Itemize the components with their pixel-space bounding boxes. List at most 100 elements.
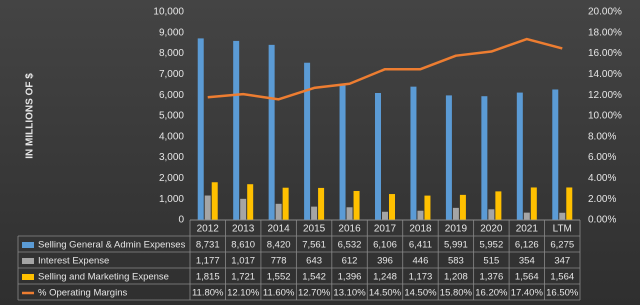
bar [282, 187, 289, 220]
line [207, 37, 563, 101]
bar [424, 195, 431, 220]
table-value: 1,017 [231, 256, 255, 267]
table-value: 1,248 [373, 272, 397, 283]
y2-tick-label: 14.00% [588, 69, 622, 80]
bar [459, 194, 466, 220]
y2-tick-label: 8.00% [588, 131, 616, 142]
x-tick-label: 2021 [516, 224, 539, 235]
table-value: 1,542 [302, 272, 326, 283]
table-value: 14.50% [369, 288, 402, 299]
y2-tick-label: 20.00% [588, 7, 622, 18]
bar [204, 195, 211, 220]
bar [247, 184, 254, 220]
bar [481, 96, 488, 220]
bar [233, 40, 240, 220]
table-value: 1,376 [479, 272, 503, 283]
x-tick-label: 2013 [232, 224, 255, 235]
table-value: 5,991 [444, 240, 468, 251]
legend-label: Interest Expense [38, 256, 109, 267]
table-value: 17.40% [511, 288, 544, 299]
bar [552, 89, 559, 220]
y-tick-label: 7,000 [159, 69, 184, 80]
legend-label: Selling General & Admin Expenses [38, 240, 186, 251]
x-tick-label: 2019 [445, 224, 468, 235]
table-value: 8,731 [196, 240, 220, 251]
bar [268, 44, 275, 220]
legend-label: Selling and Marketing Expense [38, 272, 169, 283]
bar [488, 209, 495, 220]
y2-tick-label: 10.00% [588, 111, 622, 122]
y2-tick-label: 2.00% [588, 194, 616, 205]
x-tick-label: LTM [553, 224, 572, 235]
bar [339, 84, 346, 220]
y2-tick-label: 0.00% [588, 215, 616, 226]
bar [516, 92, 523, 220]
legend-key [22, 258, 34, 264]
table-value: 5,952 [479, 240, 503, 251]
table-value: 1,396 [338, 272, 362, 283]
x-tick-label: 2018 [409, 224, 432, 235]
bar [375, 92, 381, 220]
legend-key [22, 242, 34, 248]
table-value: 14.50% [404, 288, 437, 299]
y-tick-label: 9,000 [159, 27, 184, 38]
x-tick-label: 2016 [338, 224, 361, 235]
table-value: 643 [306, 256, 322, 267]
bar [197, 38, 204, 220]
table-value: 1,815 [196, 272, 220, 283]
bar [452, 207, 459, 220]
table-value: 1,564 [550, 272, 574, 283]
table-value: 612 [342, 256, 358, 267]
bar [566, 187, 573, 220]
y-tick-label: 0 [178, 215, 184, 226]
y2-tick-label: 12.00% [588, 90, 622, 101]
x-tick-label: 2015 [303, 224, 326, 235]
y-tick-label: 6,000 [159, 90, 184, 101]
bar [417, 210, 424, 220]
table-value: 8,420 [267, 240, 291, 251]
table-value: 1,173 [409, 272, 433, 283]
y-tick-label: 3,000 [159, 152, 184, 163]
table-value: 1,552 [267, 272, 291, 283]
table-value: 8,610 [231, 240, 255, 251]
y2-tick-label: 6.00% [588, 152, 616, 163]
table-value: 354 [519, 256, 535, 267]
bar [318, 187, 325, 220]
table-value: 1,564 [515, 272, 539, 283]
bar [353, 190, 360, 220]
bar [530, 187, 537, 220]
y-tick-label: 1,000 [159, 194, 184, 205]
table-value: 6,106 [373, 240, 397, 251]
table-value: 396 [377, 256, 393, 267]
table-value: 583 [448, 256, 464, 267]
bar [410, 86, 417, 220]
table-value: 11.60% [263, 288, 295, 299]
table-value: 1,721 [231, 272, 255, 283]
bar [495, 191, 502, 220]
bar [382, 211, 388, 220]
bar [275, 203, 282, 220]
table-value: 515 [483, 256, 499, 267]
table-value: 446 [413, 256, 429, 267]
x-tick-label: 2020 [480, 224, 503, 235]
bar [311, 206, 318, 220]
bar [445, 95, 452, 220]
table-value: 6,532 [338, 240, 362, 251]
table-value: 12.70% [298, 288, 331, 299]
table-value: 6,275 [550, 240, 574, 251]
y-axis-label: IN MILLIONS OF $ [25, 73, 36, 159]
table-value: 15.80% [440, 288, 473, 299]
x-tick-label: 2012 [197, 224, 220, 235]
bar [346, 207, 353, 220]
y-tick-label: 10,000 [153, 7, 184, 18]
bar [389, 194, 395, 220]
table-value: 6,411 [409, 240, 432, 251]
x-tick-label: 2014 [268, 224, 291, 235]
table-value: 1,177 [196, 256, 220, 267]
y2-tick-label: 16.00% [588, 48, 622, 59]
table-value: 16.50% [546, 288, 579, 299]
y2-tick-label: 18.00% [588, 27, 622, 38]
table-value: 1,208 [444, 272, 468, 283]
y2-tick-label: 4.00% [588, 173, 616, 184]
bar [240, 198, 247, 220]
